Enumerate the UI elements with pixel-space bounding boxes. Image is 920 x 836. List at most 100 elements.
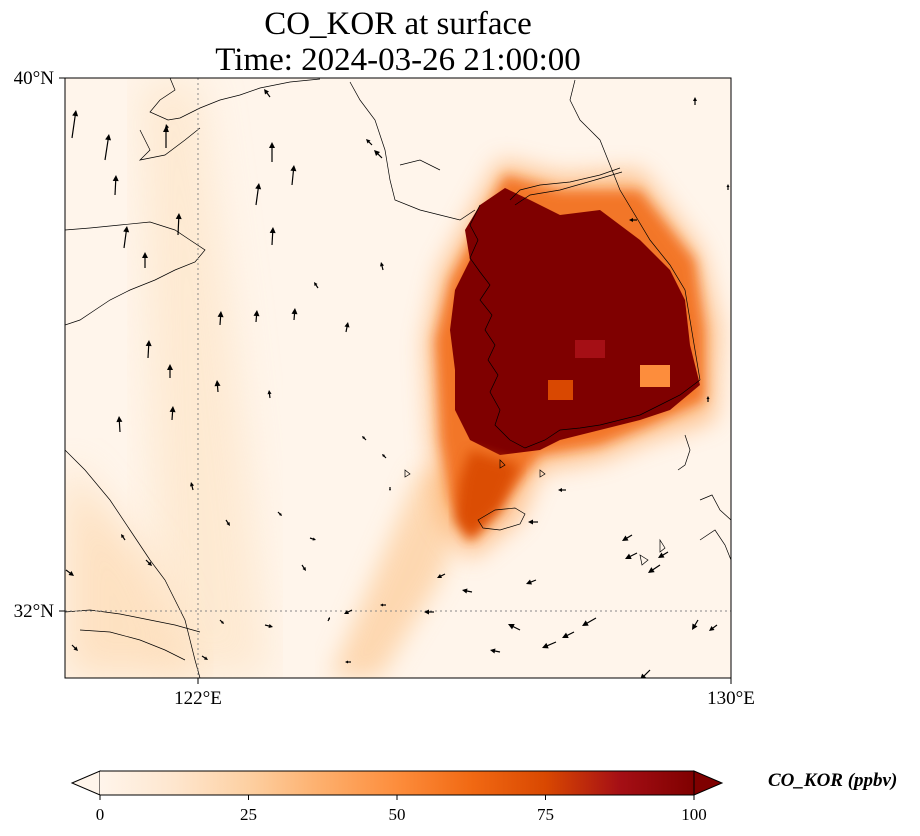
wind-arrow-head — [268, 624, 273, 628]
wind-arrow-shaft — [104, 137, 110, 161]
coastline-liaodong-east — [349, 81, 476, 221]
wind-arrow-head — [344, 322, 350, 328]
wind-arrow-head — [389, 489, 391, 491]
wind-arrow-shaft — [147, 343, 150, 359]
wind-arrow-head — [290, 165, 297, 172]
wind-arrow-head — [302, 567, 306, 571]
wind-arrow-head — [269, 227, 276, 234]
lon-tick-label-130: 130°E — [707, 688, 755, 709]
wind-arrow-head — [437, 574, 442, 578]
wind-arrow-shaft — [123, 229, 128, 249]
colorbar-tick-75: 75 — [537, 805, 554, 824]
wind-arrow-head — [204, 656, 208, 660]
coastline-jeju — [477, 507, 526, 531]
wind-arrow-head — [167, 364, 173, 370]
colorbar-gradient — [100, 771, 694, 795]
wind-arrow-head — [462, 588, 468, 594]
wind-arrow-head — [253, 310, 260, 317]
wind-arrow-shaft — [271, 230, 274, 246]
wind-arrow-head — [314, 282, 318, 286]
wind-arrow-head — [622, 535, 629, 541]
wind-arrow-head — [214, 380, 221, 387]
wind-arrow-shaft — [71, 113, 77, 139]
lon-tick-label-122: 122°E — [174, 688, 222, 709]
wind-arrow-head — [73, 646, 78, 651]
wind-arrow-head — [693, 97, 697, 101]
wind-arrow-head — [112, 175, 119, 182]
map-frame — [64, 77, 732, 679]
wind-arrow-head — [562, 632, 569, 638]
wind-arrow-head — [165, 124, 169, 129]
coastline-liaodong-west — [138, 127, 201, 161]
coastline-korea-east — [611, 169, 701, 381]
wind-arrow-shaft — [291, 168, 295, 186]
wind-arrow-head — [709, 626, 715, 631]
wind-arrow-head — [424, 609, 429, 615]
wind-arrow-head — [726, 184, 730, 187]
wind-arrow-head — [312, 537, 316, 541]
gridlines — [65, 78, 731, 678]
coastline-china-east — [65, 449, 201, 678]
wind-arrow-head — [279, 513, 282, 516]
concentration-field — [65, 78, 731, 678]
wind-arrow-head — [692, 623, 698, 630]
wind-arrow-head — [291, 308, 298, 315]
wind-arrow-head — [344, 610, 349, 614]
coastline-korea-west-south — [469, 204, 701, 449]
wind-arrow-head — [169, 406, 176, 413]
coastlines — [65, 78, 731, 678]
colorbar: 0 25 50 75 100 — [70, 770, 724, 824]
wind-arrow-shaft — [177, 216, 180, 236]
colorbar-tick-25: 25 — [240, 805, 257, 824]
colorbar-tick-50: 50 — [389, 805, 406, 824]
wind-arrow-head — [116, 416, 123, 423]
coastline-kyushu-north — [699, 494, 731, 521]
map-title-line-2: Time: 2024-03-26 21:00:00 — [215, 42, 581, 78]
colorbar-label: CO_KOR (ppbv) — [768, 770, 898, 791]
coastline-shandong — [65, 221, 206, 326]
wind-arrow-head — [221, 621, 224, 624]
lat-tick-label-32: 32°N — [14, 601, 55, 622]
wind-arrow-head — [508, 624, 515, 630]
colorbar-extend-high — [693, 770, 724, 796]
wind-arrow-head — [345, 660, 348, 664]
colorbar-tick-0: 0 — [96, 805, 105, 824]
coastline-yangtze-south — [79, 629, 186, 661]
wind-arrow-head — [226, 522, 230, 526]
coastline-north-korea — [569, 79, 613, 171]
wind-arrow-head — [625, 553, 632, 559]
colorbar-tick-100: 100 — [681, 805, 707, 824]
map-title-line-1: CO_KOR at surface — [264, 6, 532, 42]
wind-vectors — [65, 89, 730, 678]
wind-arrow-head — [366, 139, 371, 144]
wind-arrow-head — [264, 89, 269, 95]
wind-arrow-head — [72, 110, 79, 117]
lat-tick-label-40: 40°N — [14, 68, 55, 89]
wind-arrow-head — [255, 183, 262, 190]
wind-arrow-head — [706, 396, 710, 399]
wind-arrow-head — [142, 252, 148, 258]
coastline-north-china — [149, 78, 321, 121]
wind-arrow-head — [374, 150, 380, 156]
wind-arrow-head — [269, 142, 275, 148]
wind-arrow-head — [490, 648, 496, 654]
wind-arrow-head — [123, 226, 130, 233]
wind-arrow-head — [68, 571, 74, 576]
wind-arrow-head — [658, 552, 665, 558]
axis-ticks — [59, 77, 732, 684]
wind-arrow-shaft — [255, 186, 260, 206]
wind-arrow-head — [328, 617, 330, 620]
wind-arrow-head — [382, 454, 385, 457]
wind-arrow-head — [217, 311, 224, 318]
wind-arrow-head — [362, 436, 365, 439]
wind-arrow-head — [105, 134, 112, 141]
wind-arrow-head — [147, 561, 152, 566]
wind-arrow-head — [121, 534, 125, 538]
coastline-yangtze-north — [65, 609, 201, 633]
wind-arrow-head — [145, 340, 152, 347]
wind-arrow-head — [629, 218, 633, 222]
wind-arrow-head — [558, 488, 562, 492]
wind-arrow-head — [175, 213, 182, 220]
wind-arrow-shaft — [114, 178, 117, 196]
